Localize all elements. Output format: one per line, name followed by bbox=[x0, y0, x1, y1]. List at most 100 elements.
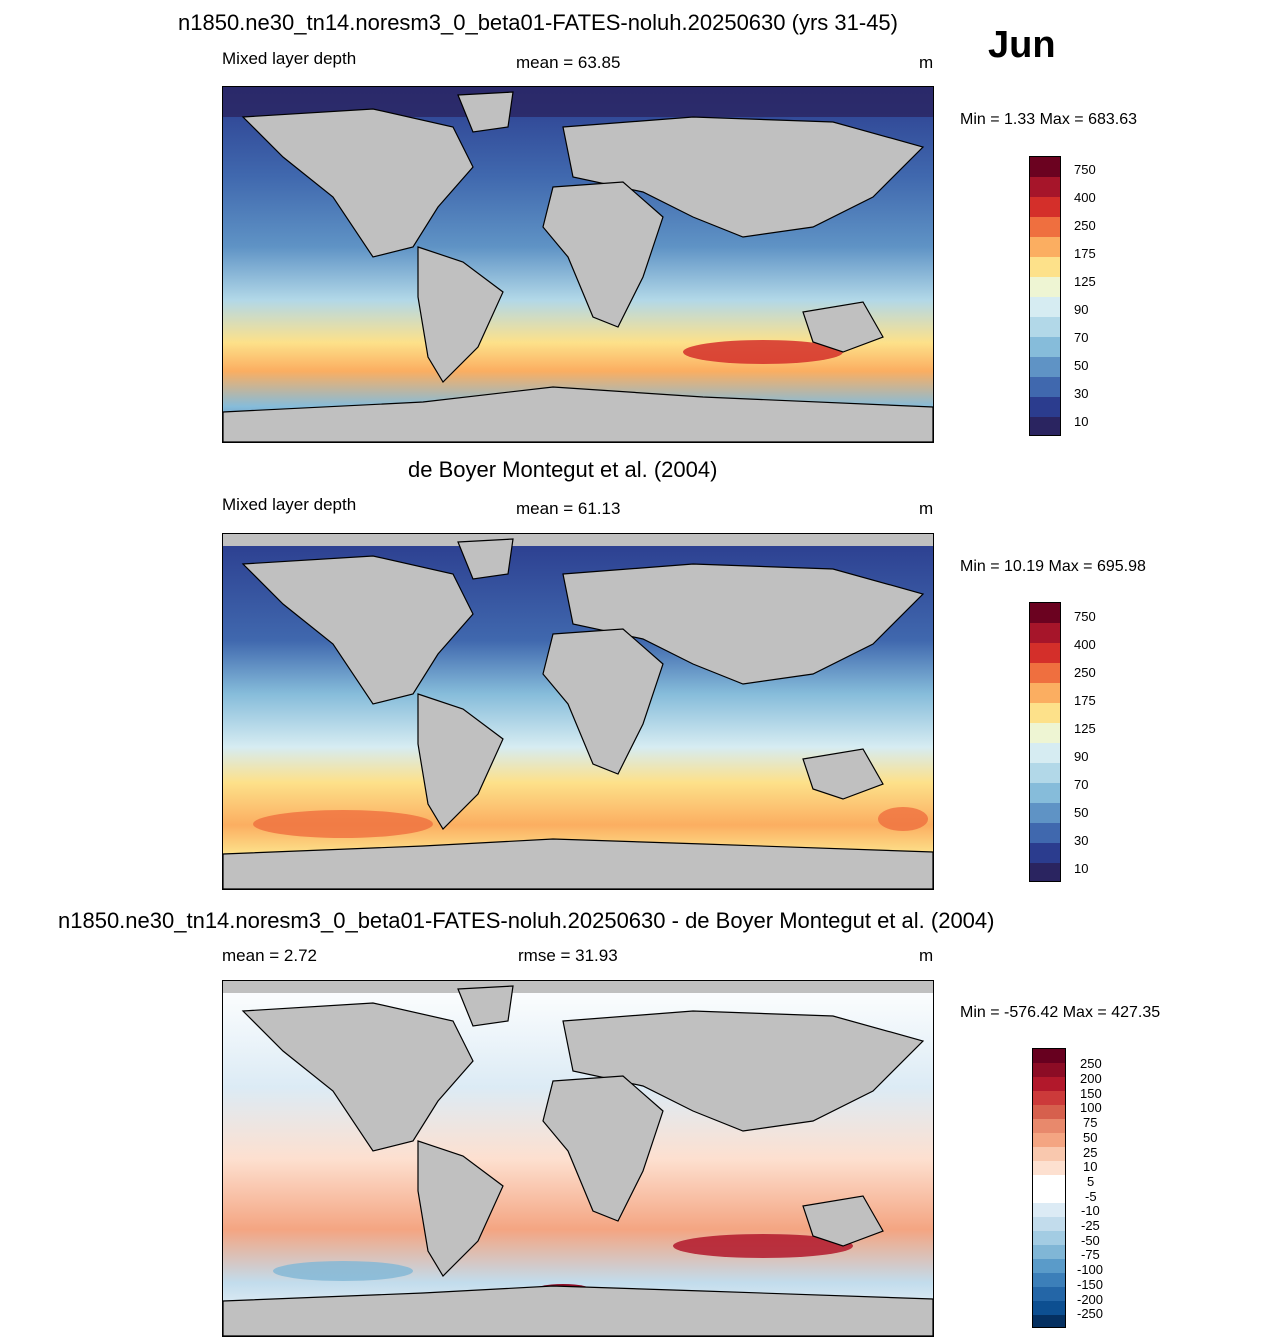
panel-2-colorbar-label: 30 bbox=[1074, 833, 1089, 848]
panel-3-colorbar-swatch bbox=[1033, 1301, 1065, 1315]
panel-1-colorbar-swatch bbox=[1030, 237, 1060, 257]
panel-2-colorbar-swatch bbox=[1030, 783, 1060, 803]
panel-2-colorbar-label: 400 bbox=[1074, 637, 1096, 652]
panel-3-indian-ocean-positive bbox=[673, 1234, 853, 1258]
panel-3-colorbar-label: -150 bbox=[1077, 1277, 1104, 1292]
panel-3-colorbar-swatch bbox=[1033, 1189, 1065, 1203]
panel-3-rmse-label: rmse = 31.93 bbox=[518, 946, 618, 965]
panel-3-colorbar-swatch bbox=[1033, 1259, 1065, 1273]
panel-3-colorbar-swatch bbox=[1033, 1175, 1065, 1189]
panel-1-variable-label: Mixed layer depth bbox=[222, 49, 357, 68]
panel-3-colorbar-swatch bbox=[1033, 1287, 1065, 1301]
panel-3-minmax: Min = -576.42 Max = 427.35 bbox=[960, 1004, 1161, 1021]
panel-1-minmax: Min = 1.33 Max = 683.63 bbox=[960, 111, 1137, 128]
panel-3-colorbar-swatch bbox=[1033, 1091, 1065, 1105]
panel-2-colorbar-label: 125 bbox=[1074, 721, 1096, 736]
panel-3-colorbar-label: 250 bbox=[1080, 1056, 1102, 1071]
panel-2-colorbar-swatch bbox=[1030, 603, 1060, 623]
panel-2-variable-label: Mixed layer depth bbox=[222, 495, 357, 514]
panel-1-colorbar-label: 90 bbox=[1074, 302, 1089, 317]
panel-1-colorbar-swatch bbox=[1030, 417, 1060, 435]
panel-1-colorbar-label: 250 bbox=[1074, 218, 1096, 233]
panel-2-colorbar-swatch bbox=[1030, 823, 1060, 843]
panel-1-colorbar-swatch bbox=[1030, 217, 1060, 237]
panel-2-colorbar-swatch bbox=[1030, 743, 1060, 763]
panel-1-colorbar-swatch bbox=[1030, 277, 1060, 297]
panel-3-title: n1850.ne30_tn14.noresm3_0_beta01-FATES-n… bbox=[58, 908, 995, 933]
panel-3-colorbar-swatch bbox=[1033, 1203, 1065, 1217]
panel-2-land-masses bbox=[223, 538, 933, 889]
panel-3-arctic-mask bbox=[223, 981, 933, 993]
panel-1-land-masses bbox=[223, 91, 933, 442]
panel-1-colorbar bbox=[1029, 156, 1061, 436]
panel-2-colorbar-swatch bbox=[1030, 683, 1060, 703]
panel-3-colorbar-label: 150 bbox=[1080, 1086, 1102, 1101]
panel-3-colorbar-label: -75 bbox=[1081, 1247, 1100, 1262]
panel-1-colorbar-label: 70 bbox=[1074, 330, 1089, 345]
panel-3-colorbar-swatch bbox=[1033, 1217, 1065, 1231]
panel-3-colorbar-swatch bbox=[1033, 1049, 1065, 1063]
panel-2-colorbar-label: 50 bbox=[1074, 805, 1089, 820]
panel-1-units-label: m bbox=[919, 53, 934, 72]
panel-1-map bbox=[222, 86, 934, 443]
panel-1-colorbar-swatch bbox=[1030, 357, 1060, 377]
panel-3-colorbar-swatch bbox=[1033, 1315, 1065, 1327]
panel-3-colorbar-label: 10 bbox=[1083, 1159, 1098, 1174]
panel-1-colorbar-swatch bbox=[1030, 297, 1060, 317]
panel-1-colorbar-swatch bbox=[1030, 397, 1060, 417]
panel-2-colorbar-swatch bbox=[1030, 763, 1060, 783]
panel-3-pacific-negative bbox=[273, 1261, 413, 1281]
panel-2-map bbox=[222, 533, 934, 890]
panel-3-colorbar-label: -50 bbox=[1081, 1233, 1100, 1248]
panel-2-colorbar-swatch bbox=[1030, 803, 1060, 823]
panel-3-map bbox=[222, 980, 934, 1337]
panel-3-colorbar-label: 50 bbox=[1083, 1130, 1098, 1145]
panel-3-colorbar-label: -250 bbox=[1077, 1306, 1104, 1321]
panel-2-colorbar bbox=[1029, 602, 1061, 882]
panel-3-colorbar-label: 75 bbox=[1083, 1115, 1098, 1130]
panel-3-land-masses bbox=[223, 985, 933, 1336]
panel-1-colorbar-swatch bbox=[1030, 197, 1060, 217]
month-label: Jun bbox=[988, 24, 1056, 66]
panel-1-colorbar-swatch bbox=[1030, 377, 1060, 397]
panel-1-colorbar-label: 125 bbox=[1074, 274, 1096, 289]
panel-3-mean-label: mean = 2.72 bbox=[222, 946, 317, 965]
panel-2-units-label: m bbox=[919, 499, 934, 518]
panel-2-colorbar-swatch bbox=[1030, 863, 1060, 881]
panel-3-colorbar-swatch bbox=[1033, 1273, 1065, 1287]
panel-2-colorbar-label: 750 bbox=[1074, 609, 1096, 624]
panel-2-colorbar-swatch bbox=[1030, 643, 1060, 663]
panel-3-colorbar-swatch bbox=[1033, 1077, 1065, 1091]
panel-3-colorbar-swatch bbox=[1033, 1147, 1065, 1161]
panel-2-colorbar-swatch bbox=[1030, 703, 1060, 723]
panel-1-colorbar-swatch bbox=[1030, 317, 1060, 337]
panel-2-colorbar-label: 10 bbox=[1074, 861, 1089, 876]
panel-3-colorbar bbox=[1032, 1048, 1066, 1328]
panel-1-colorbar-swatch bbox=[1030, 337, 1060, 357]
panel-3-colorbar-swatch bbox=[1033, 1105, 1065, 1119]
panel-1-southern-ocean-maximum bbox=[683, 340, 843, 364]
panel-2-colorbar-swatch bbox=[1030, 623, 1060, 643]
panel-3-colorbar-label: -25 bbox=[1081, 1218, 1100, 1233]
panel-1-colorbar-label: 10 bbox=[1074, 414, 1089, 429]
panel-3-colorbar-swatch bbox=[1033, 1231, 1065, 1245]
panel-2-arctic-mask bbox=[223, 534, 933, 546]
panel-3-colorbar-label: -5 bbox=[1085, 1189, 1097, 1204]
panel-1-colorbar-swatch bbox=[1030, 257, 1060, 277]
panel-3-colorbar-label: 5 bbox=[1087, 1174, 1095, 1189]
panel-3-colorbar-label: 25 bbox=[1083, 1145, 1098, 1160]
panel-1-colorbar-label: 50 bbox=[1074, 358, 1089, 373]
panel-1-colorbar-label: 750 bbox=[1074, 162, 1096, 177]
panel-2-colorbar-swatch bbox=[1030, 843, 1060, 863]
panel-2-colorbar-label: 90 bbox=[1074, 749, 1089, 764]
panel-3-colorbar-label: 100 bbox=[1080, 1100, 1102, 1115]
panel-3-colorbar-label: -10 bbox=[1081, 1203, 1100, 1218]
panel-3-colorbar-label: -100 bbox=[1077, 1262, 1104, 1277]
panel-2-colorbar-swatch bbox=[1030, 663, 1060, 683]
panel-2-minmax: Min = 10.19 Max = 695.98 bbox=[960, 558, 1146, 575]
panel-1-colorbar-label: 30 bbox=[1074, 386, 1089, 401]
panel-2-mean-label: mean = 61.13 bbox=[516, 499, 621, 518]
panel-2-colorbar-label: 175 bbox=[1074, 693, 1096, 708]
panel-3-colorbar-swatch bbox=[1033, 1133, 1065, 1147]
panel-1-mean-label: mean = 63.85 bbox=[516, 53, 621, 72]
